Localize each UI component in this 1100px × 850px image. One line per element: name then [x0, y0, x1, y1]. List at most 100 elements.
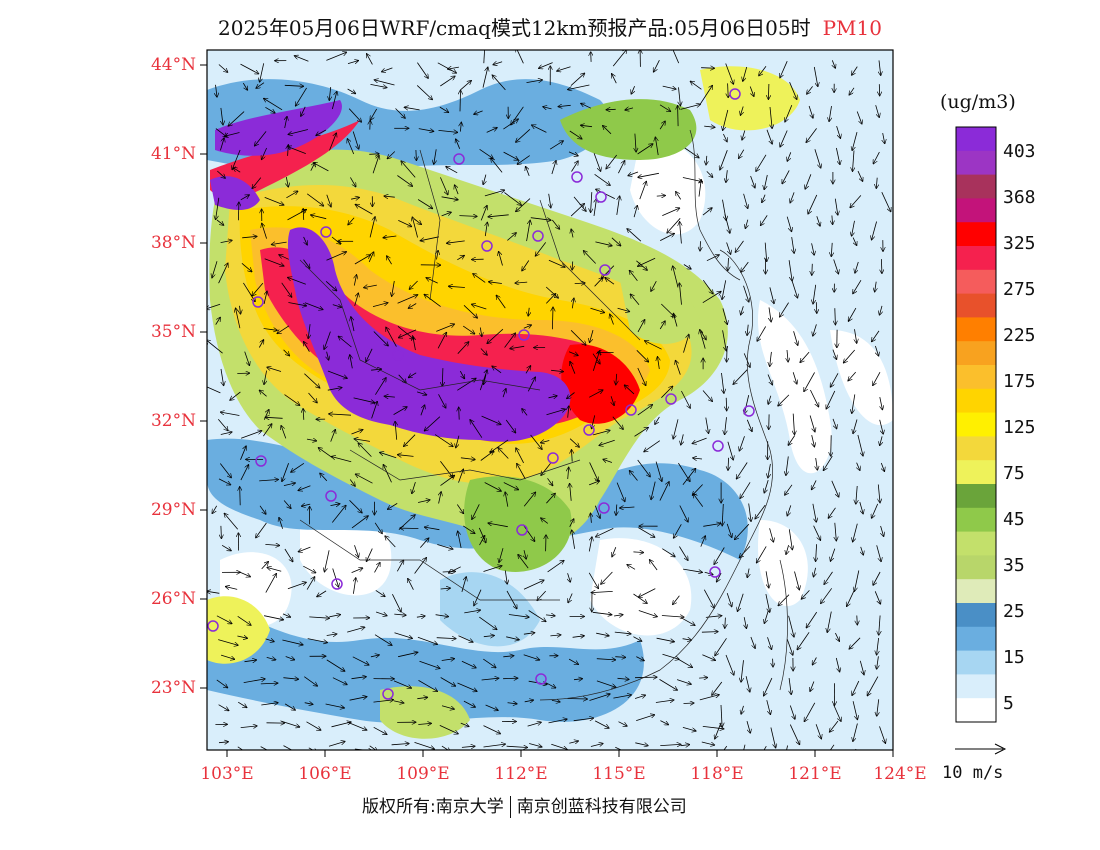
wind-arrow: [873, 372, 881, 385]
wind-arrow: [661, 616, 684, 618]
wind-arrow: [662, 85, 676, 89]
wind-arrow: [808, 105, 813, 118]
wind-arrow: [265, 574, 277, 593]
wind-arrow: [325, 703, 345, 708]
wind-arrow: [814, 149, 821, 168]
wind-arrow: [592, 351, 599, 372]
wind-arrow: [261, 562, 269, 570]
wind-arrow: [438, 394, 446, 408]
wind-arrow: [369, 217, 375, 238]
wind-arrow: [804, 372, 815, 391]
legend-level-403: 403: [1003, 141, 1036, 162]
wind-arrow: [523, 580, 544, 590]
wind-arrow: [780, 130, 788, 147]
wind-arrow: [279, 518, 283, 529]
wind-arrow: [735, 523, 750, 539]
wind-arrow: [813, 525, 821, 540]
wind-arrow: [418, 500, 430, 503]
wind-arrow: [873, 571, 881, 585]
wind-arrow: [258, 340, 263, 348]
wind-arrow: [324, 331, 331, 350]
wind-arrow: [706, 155, 707, 165]
wind-arrow: [704, 572, 713, 574]
wind-arrow: [743, 285, 749, 302]
wind-arrow: [656, 196, 665, 197]
legend-swatch: [956, 293, 996, 318]
wind-arrow: [816, 457, 818, 470]
wind-arrow: [218, 263, 228, 284]
wind-arrow: [637, 320, 645, 333]
wind-arrow: [447, 241, 465, 243]
wind-arrow: [821, 588, 833, 603]
wind-arrow: [232, 149, 241, 169]
wind-arrow: [599, 439, 615, 445]
wind-arrow: [304, 342, 310, 352]
wind-arrow: [700, 241, 701, 251]
wind-arrow: [658, 357, 660, 370]
wind-arrow: [266, 657, 276, 659]
wind-arrow: [448, 67, 459, 69]
wind-arrow: [722, 308, 727, 324]
wind-arrow: [240, 63, 259, 74]
wind-arrow: [747, 568, 749, 578]
wind-arrow: [237, 636, 247, 638]
legend-swatch: [956, 555, 996, 580]
wind-arrow: [236, 308, 241, 329]
wind-arrow: [260, 63, 265, 82]
wind-arrow: [850, 195, 862, 207]
wind-arrow: [405, 107, 420, 110]
wind-arrow: [457, 342, 469, 354]
wind-arrow: [679, 283, 681, 305]
wind-arrow: [302, 504, 311, 506]
wind-arrow: [394, 614, 406, 615]
wind-arrow: [306, 439, 316, 441]
wind-arrow: [256, 522, 267, 538]
wind-arrow: [636, 656, 644, 661]
wind-arrow: [831, 480, 839, 497]
city-marker: [532, 230, 544, 242]
wind-arrow: [383, 465, 392, 483]
wind-arrow: [207, 385, 221, 394]
wind-arrow: [483, 658, 495, 668]
wind-arrow: [875, 281, 877, 292]
wind-arrow: [769, 287, 774, 303]
wind-arrow: [541, 463, 551, 475]
wind-arrow: [371, 402, 378, 419]
wind-arrow: [788, 529, 792, 549]
wind-arrow: [221, 368, 224, 385]
wind-arrow: [264, 258, 284, 266]
wind-arrow: [741, 705, 743, 714]
wind-arrow: [284, 394, 300, 406]
wind-arrow: [616, 196, 620, 215]
wind-arrow: [743, 193, 748, 209]
wind-arrow: [569, 519, 574, 527]
wind-arrow: [705, 417, 709, 434]
wind-arrow: [726, 170, 727, 182]
wind-arrow: [727, 346, 728, 362]
wind-arrow: [506, 636, 519, 640]
wind-arrow: [384, 196, 395, 197]
wind-arrow: [329, 133, 337, 151]
wind-arrow: [568, 468, 569, 480]
wind-arrow: [472, 504, 480, 519]
wind-arrow: [655, 700, 674, 703]
wind-arrow: [303, 565, 315, 573]
wind-arrow: [762, 194, 765, 203]
wind-arrow: [639, 588, 656, 598]
wind-arrow: [879, 726, 886, 743]
wind-arrow: [614, 615, 623, 616]
wind-arrow: [482, 67, 488, 88]
wind-arrow: [852, 66, 858, 75]
wind-arrow: [416, 85, 432, 99]
wind-arrow: [325, 281, 336, 290]
wind-arrow: [606, 154, 618, 169]
wind-arrow: [434, 434, 453, 447]
wind-arrow: [856, 485, 857, 504]
wind-arrow: [596, 528, 614, 536]
wind-arrow: [282, 614, 290, 617]
wind-arrow: [550, 635, 560, 636]
wind-arrow: [284, 703, 295, 710]
legend-swatch: [956, 698, 996, 723]
wind-arrow: [804, 702, 816, 722]
